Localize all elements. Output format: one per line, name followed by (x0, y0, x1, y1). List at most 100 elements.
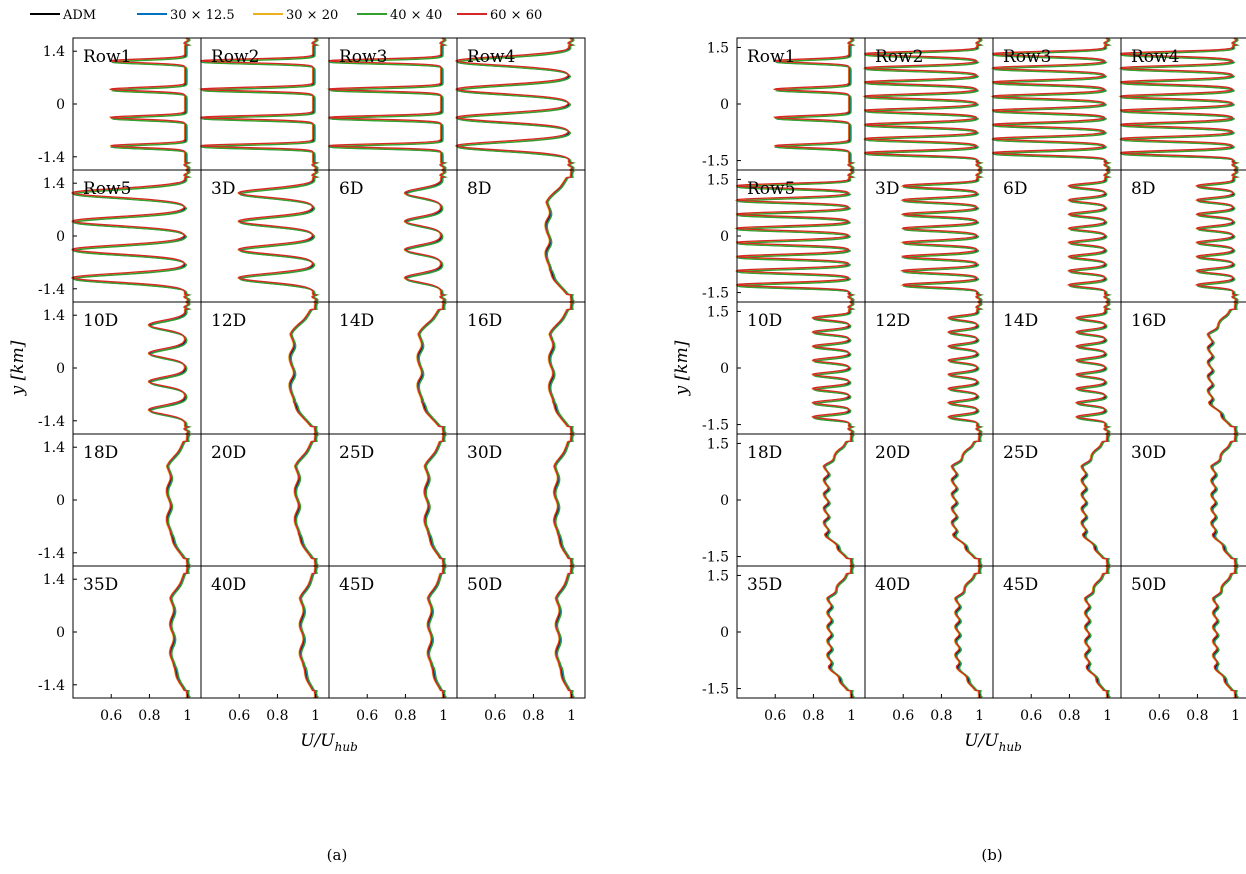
x-tick-label: 1 (1103, 708, 1112, 724)
y-tick-label: 0 (56, 625, 65, 641)
series-line-60-60 (404, 169, 447, 303)
series-line-40-40 (202, 37, 320, 171)
series-line-40-40 (550, 301, 575, 435)
panel-label: 6D (1003, 179, 1027, 199)
series-line-40-40 (457, 37, 576, 171)
x-tick-label: 0.6 (100, 708, 122, 724)
series-line-40-40 (418, 301, 447, 435)
y-tick-label: 0 (56, 493, 65, 509)
series-line-60-60 (200, 37, 319, 171)
series-line-40-40 (1082, 433, 1111, 567)
panel-row2: Row2 (861, 37, 994, 171)
panel-label: Row4 (1131, 47, 1179, 67)
series-line-40-40 (425, 433, 447, 567)
series-line-60-60 (455, 37, 575, 171)
panel-45d: 45D 0.6 0.8 1 (992, 565, 1122, 724)
x-tick-label: 1 (567, 708, 576, 724)
series-line-40-40 (556, 565, 575, 699)
panel-18d: 18D 1.4 0 -1.4 (38, 433, 202, 567)
panel-label: 50D (467, 575, 502, 595)
series-line-40-40 (1086, 565, 1111, 699)
y-tick-label: 1.4 (43, 308, 65, 324)
panel-label: Row4 (467, 47, 515, 67)
panel-label: 30D (1131, 443, 1166, 463)
subfigure-caption: (b) (981, 846, 1002, 864)
y-tick-label: -1.5 (702, 286, 729, 302)
y-tick-label: -1.4 (38, 546, 65, 562)
series-line-40-40 (952, 433, 983, 567)
series-line-60-60 (553, 433, 574, 567)
panel-label: 18D (83, 443, 118, 463)
y-tick-label: 0 (56, 97, 65, 113)
x-tick-label: 1 (183, 708, 192, 724)
series-line-40-40 (171, 565, 191, 699)
y-tick-label: 0 (56, 229, 65, 245)
panel-row3: Row3 (989, 37, 1122, 171)
x-tick-label: 0.6 (1148, 708, 1170, 724)
x-tick-label: 0.8 (802, 708, 824, 724)
panel-label: 8D (467, 179, 491, 199)
x-tick-label: 0.8 (138, 708, 160, 724)
series-line-40-40 (902, 169, 984, 303)
series-line-60-60 (298, 565, 318, 699)
panel-row1: Row1 1.4 0 -1.4 (38, 37, 202, 171)
panel-6d: 6D (992, 169, 1122, 303)
series-line-40-40 (290, 301, 319, 435)
panel-45d: 45D 0.6 0.8 1 (328, 565, 458, 724)
series-line-40-40 (828, 565, 855, 699)
panel-8d: 8D (456, 169, 586, 303)
panel-40d: 40D 0.6 0.8 1 (200, 565, 330, 724)
y-tick-label: 0 (720, 625, 729, 641)
panel-12d: 12D (864, 301, 994, 435)
series-line-40-40 (428, 565, 447, 699)
y-tick-label: -1.5 (702, 682, 729, 698)
panel-frame (1120, 565, 1246, 699)
series-line-60-60 (1206, 301, 1238, 435)
panel-label: 20D (875, 443, 910, 463)
panel-label: 16D (1131, 311, 1166, 331)
series-line-40-40 (295, 433, 319, 567)
panel-6d: 6D (328, 169, 458, 303)
series-line-60-60 (863, 37, 983, 171)
y-tick-label: -1.5 (702, 418, 729, 434)
series-line-60-60 (108, 37, 191, 171)
panel-40d: 40D 0.6 0.8 1 (864, 565, 994, 724)
series-line-40-40 (73, 169, 192, 303)
series-line-40-40 (737, 169, 856, 303)
series-line-40-40 (1212, 433, 1239, 567)
series-line-60-60 (947, 301, 983, 435)
panel-label: 40D (211, 575, 246, 595)
x-tick-label: 0.8 (930, 708, 952, 724)
y-tick-label: -1.4 (38, 414, 65, 430)
panel-label: 14D (339, 311, 374, 331)
panel-label: 3D (211, 179, 235, 199)
panel-label: 12D (875, 311, 910, 331)
panel-label: 30D (467, 443, 502, 463)
series-line-40-40 (110, 37, 192, 171)
panel-label: Row3 (1003, 47, 1051, 67)
x-tick-label: 0.6 (892, 708, 914, 724)
x-tick-label: 1 (311, 708, 320, 724)
panel-35d: 35D 1.5 0 -1.5 0.6 0.8 1 (702, 565, 866, 724)
x-tick-label: 1 (1231, 708, 1240, 724)
panel-16d: 16D (1120, 301, 1246, 435)
x-tick-label: 0.6 (484, 708, 506, 724)
panel-label: Row5 (747, 179, 795, 199)
series-line-60-60 (548, 301, 574, 435)
y-tick-label: 1.5 (707, 568, 729, 584)
series-line-40-40 (1208, 301, 1239, 435)
panel-label: 40D (875, 575, 910, 595)
series-line-60-60 (237, 169, 319, 303)
series-line-60-60 (811, 301, 855, 435)
x-tick-label: 0.6 (764, 708, 786, 724)
series-line-60-60 (169, 565, 190, 699)
series-line-40-40 (865, 37, 984, 171)
legend-label: 60 × 60 (490, 8, 542, 23)
series-line-60-60 (1067, 169, 1111, 303)
series-line-60-60 (1119, 37, 1239, 171)
y-tick-label: 1.4 (43, 440, 65, 456)
series-line-60-60 (426, 565, 446, 699)
x-tick-label: 1 (847, 708, 856, 724)
panel-label: 25D (1003, 443, 1038, 463)
panel-label: 50D (1131, 575, 1166, 595)
